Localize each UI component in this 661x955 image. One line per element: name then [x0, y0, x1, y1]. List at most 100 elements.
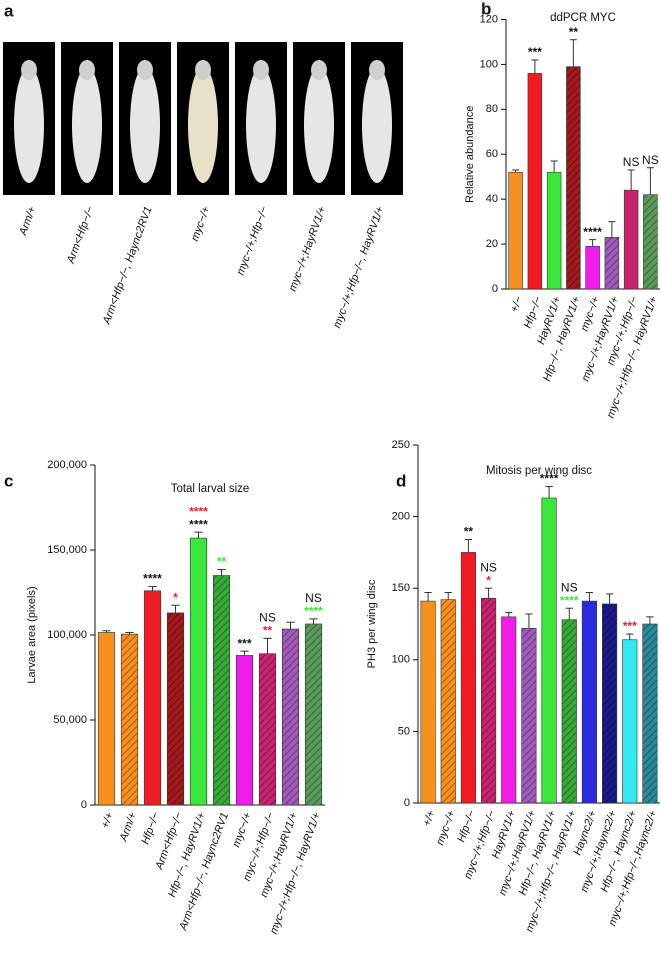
significance: ****: [143, 572, 162, 586]
x-tick-label: +/−: [508, 294, 525, 314]
significance: ****: [304, 604, 323, 618]
panel-letter: b: [481, 0, 491, 18]
bar: [508, 171, 523, 290]
y-tick-label: 150: [392, 582, 410, 594]
error-bar: [194, 531, 203, 539]
larva: [246, 67, 276, 183]
error-bar: [512, 169, 520, 173]
error-bar: [525, 613, 533, 629]
y-tick-label: 200,000: [47, 459, 87, 471]
significance: **: [569, 25, 579, 39]
error-bar: [484, 587, 493, 599]
significance: **: [464, 525, 474, 539]
larva: [188, 67, 218, 183]
significance: ****: [189, 504, 208, 518]
bar: [585, 246, 600, 290]
significance: ****: [583, 225, 602, 239]
error-bar: [444, 591, 452, 600]
significance: ****: [189, 517, 208, 531]
larva-head: [369, 60, 385, 80]
error-bar: [531, 59, 539, 74]
y-tick-label: 80: [486, 103, 498, 115]
genotype-label: myc−/+;HayRV1/+: [287, 204, 329, 293]
bar: [604, 237, 620, 290]
bar: [189, 537, 208, 806]
y-tick-label: 0: [492, 283, 498, 295]
bar: [642, 623, 658, 804]
y-tick-label: 250: [392, 439, 410, 451]
error-bar: [626, 633, 634, 640]
larva-head: [79, 60, 95, 80]
significance: NS: [642, 153, 659, 167]
y-tick-label: 100: [480, 58, 498, 70]
y-tick-label: 120: [480, 13, 498, 25]
error-bar: [240, 650, 249, 656]
error-bar: [646, 616, 654, 624]
bar: [235, 655, 254, 806]
significance: **: [263, 624, 273, 638]
bar: [561, 619, 577, 804]
error-bar: [424, 591, 432, 602]
significance: NS: [305, 591, 322, 605]
error-bar: [217, 569, 226, 576]
panel-letter: d: [396, 471, 406, 490]
error-bar: [569, 39, 577, 67]
y-tick-label: 20: [486, 238, 498, 250]
larva-head: [195, 60, 211, 80]
error-bar: [565, 607, 573, 620]
error-bar: [627, 169, 635, 191]
error-bar: [585, 591, 594, 602]
bar: [501, 616, 517, 804]
significance: ****: [560, 593, 579, 607]
error-bar: [505, 612, 513, 617]
y-tick-label: 60: [486, 148, 498, 160]
genotype-label: myc−/+;Hfp−/−: [235, 204, 271, 276]
y-tick-label: 100: [392, 654, 410, 666]
chart-title: Total larval size: [171, 483, 250, 495]
genotype-label: myc−/+: [189, 204, 213, 243]
bar: [143, 590, 162, 806]
y-tick-label: 150,000: [47, 544, 87, 556]
y-tick-label: 0: [81, 799, 87, 811]
y-tick-label: 0: [404, 797, 410, 809]
error-bar: [608, 221, 616, 238]
chart-title: Mitosis per wing disc: [486, 465, 592, 477]
bar: [541, 497, 557, 804]
significance: **: [217, 555, 227, 569]
y-tick-label: 50: [398, 725, 410, 737]
larva: [304, 67, 334, 183]
error-bar: [309, 618, 318, 624]
y-axis-label: PH3 per wing disc: [366, 579, 378, 668]
panel-letter: a: [4, 1, 14, 20]
y-tick-label: 100,000: [47, 629, 87, 641]
panel-letter: c: [4, 471, 13, 490]
significance: NS: [480, 560, 497, 574]
error-bar: [464, 539, 473, 553]
bar: [602, 603, 618, 804]
significance: ***: [623, 619, 637, 633]
y-axis-label: Larvae area (pixels): [26, 586, 38, 683]
error-bar: [148, 586, 157, 591]
larva: [130, 67, 160, 183]
y-tick-label: 50,000: [53, 714, 87, 726]
larva: [362, 67, 392, 183]
bar: [527, 73, 543, 290]
bar: [460, 552, 476, 804]
genotype-label: Arm<Hfp−/−: [65, 204, 97, 266]
bar: [281, 628, 300, 806]
error-bar: [286, 621, 295, 630]
bar: [643, 194, 658, 290]
x-tick-label: +/+: [99, 810, 116, 830]
y-axis-label: Relative abundance: [464, 106, 476, 203]
bar: [481, 597, 497, 804]
error-bar: [589, 239, 597, 247]
bar: [212, 575, 231, 806]
bar: [420, 600, 436, 804]
x-tick-label: Hfp−/−: [455, 808, 478, 844]
error-bar: [646, 167, 654, 195]
significance: ***: [237, 636, 251, 650]
significance: NS: [561, 580, 578, 594]
x-tick-label: Arm/+: [117, 810, 139, 843]
chart-title: ddPCR MYC: [550, 12, 616, 24]
